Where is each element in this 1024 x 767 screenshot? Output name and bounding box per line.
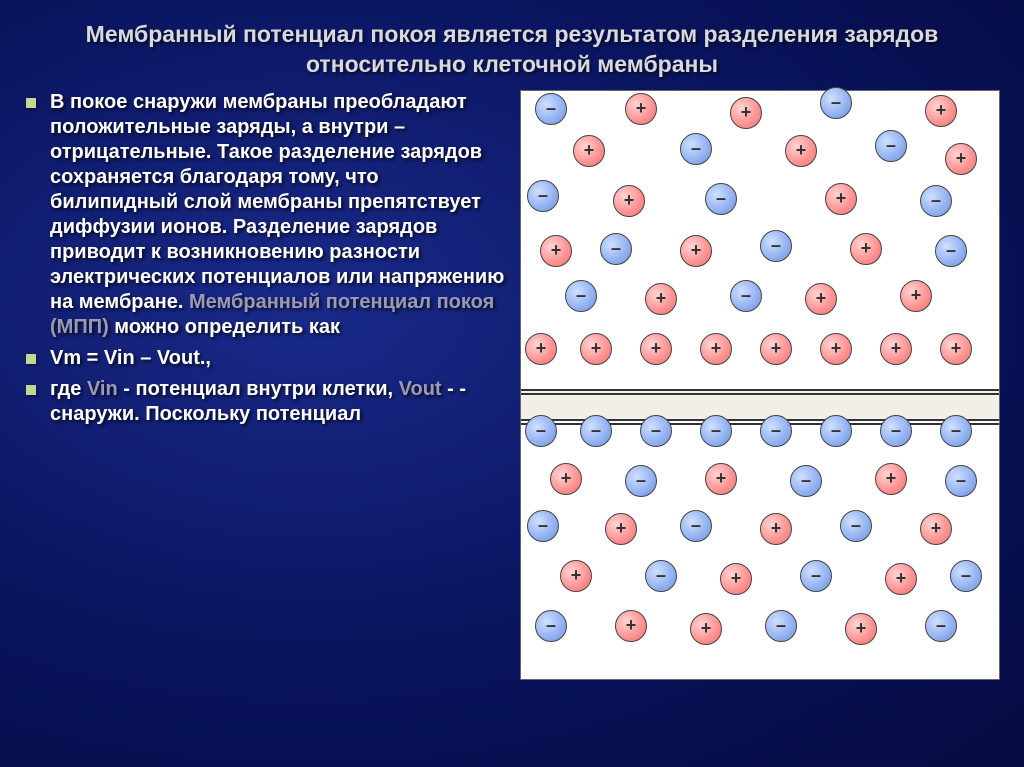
positive-ion-icon [760,513,792,545]
slide-title: Мембранный потенциал покоя является резу… [0,0,1024,90]
negative-ion-icon [840,510,872,542]
negative-ion-icon [527,510,559,542]
positive-ion-icon [880,333,912,365]
positive-ion-icon [680,235,712,267]
positive-ion-icon [940,333,972,365]
positive-ion-icon [925,95,957,127]
positive-ion-icon [613,185,645,217]
negative-ion-icon [760,230,792,262]
negative-ion-icon [535,93,567,125]
positive-ion-icon [645,283,677,315]
negative-ion-icon [680,510,712,542]
negative-ion-icon [875,130,907,162]
membrane-line [521,393,999,395]
bullet-text: где Vin - потенциал внутри клетки, Vout … [50,377,505,427]
negative-ion-icon [935,235,967,267]
negative-ion-icon [527,180,559,212]
positive-ion-icon [885,563,917,595]
negative-ion-icon [925,610,957,642]
negative-ion-icon [600,233,632,265]
negative-ion-icon [760,415,792,447]
bullet-marker-icon [26,385,36,395]
negative-ion-icon [700,415,732,447]
positive-ion-icon [615,610,647,642]
negative-ion-icon [940,415,972,447]
negative-ion-icon [800,560,832,592]
bullet-item: Vm = Vin – Vout., [50,346,505,371]
membrane-diagram [520,90,1000,680]
bullet-text: Vm = Vin – Vout., [50,346,505,371]
positive-ion-icon [785,135,817,167]
negative-ion-icon [920,185,952,217]
negative-ion-icon [820,87,852,119]
positive-ion-icon [845,613,877,645]
positive-ion-icon [945,143,977,175]
negative-ion-icon [945,465,977,497]
negative-ion-icon [525,415,557,447]
negative-ion-icon [625,465,657,497]
positive-ion-icon [580,333,612,365]
bullet-item: В покое снаружи мембраны преобладают пол… [50,90,505,340]
positive-ion-icon [705,463,737,495]
positive-ion-icon [825,183,857,215]
positive-ion-icon [560,560,592,592]
positive-ion-icon [605,513,637,545]
positive-ion-icon [805,283,837,315]
text-column: В покое снаружи мембраны преобладают пол… [10,90,515,680]
positive-ion-icon [850,233,882,265]
negative-ion-icon [580,415,612,447]
positive-ion-icon [550,463,582,495]
positive-ion-icon [820,333,852,365]
positive-ion-icon [525,333,557,365]
negative-ion-icon [765,610,797,642]
positive-ion-icon [920,513,952,545]
negative-ion-icon [730,280,762,312]
negative-ion-icon [640,415,672,447]
bullet-text: В покое снаружи мембраны преобладают пол… [50,90,505,340]
negative-ion-icon [950,560,982,592]
positive-ion-icon [540,235,572,267]
negative-ion-icon [880,415,912,447]
negative-ion-icon [820,415,852,447]
bullet-item: где Vin - потенциал внутри клетки, Vout … [50,377,505,427]
positive-ion-icon [573,135,605,167]
positive-ion-icon [760,333,792,365]
bullet-marker-icon [26,98,36,108]
content-row: В покое снаружи мембраны преобладают пол… [0,90,1024,680]
positive-ion-icon [875,463,907,495]
positive-ion-icon [640,333,672,365]
negative-ion-icon [705,183,737,215]
bullet-marker-icon [26,354,36,364]
positive-ion-icon [625,93,657,125]
negative-ion-icon [790,465,822,497]
positive-ion-icon [730,97,762,129]
negative-ion-icon [535,610,567,642]
negative-ion-icon [565,280,597,312]
positive-ion-icon [700,333,732,365]
diagram-column [515,90,1014,680]
negative-ion-icon [645,560,677,592]
positive-ion-icon [690,613,722,645]
positive-ion-icon [900,280,932,312]
negative-ion-icon [680,133,712,165]
membrane-line [521,389,999,391]
positive-ion-icon [720,563,752,595]
